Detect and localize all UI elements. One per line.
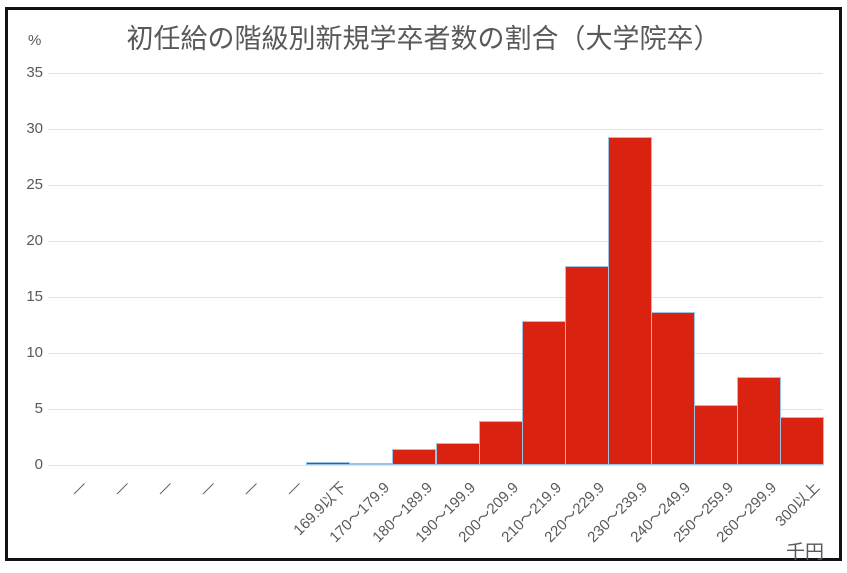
gridline-0 [48, 464, 823, 466]
chart-border-frame [5, 7, 842, 561]
y-axis-unit-label: % [28, 32, 42, 49]
chart-title: 初任給の階級別新規学卒者数の割合（大学院卒） [126, 24, 721, 54]
y-tick-label-30: 30 [26, 120, 43, 137]
x-axis-unit-label: 千円 [786, 542, 825, 563]
y-tick-label-15: 15 [26, 288, 43, 305]
bar-250～259.9 [693, 404, 738, 465]
bar-240～249.9 [650, 311, 695, 465]
y-tick-label-20: 20 [26, 232, 43, 249]
bar-200～209.9 [478, 421, 523, 465]
y-tick-label-5: 5 [34, 400, 43, 417]
gridline-15 [48, 296, 823, 298]
bar-220～229.9 [564, 265, 609, 465]
gridline-30 [48, 128, 823, 130]
bar-190～199.9 [435, 442, 480, 465]
y-tick-label-0: 0 [34, 456, 43, 473]
y-tick-label-10: 10 [26, 344, 43, 361]
gridline-10 [48, 352, 823, 354]
plot-area [48, 72, 824, 466]
bar-180～189.9 [392, 449, 437, 465]
y-tick-label-35: 35 [26, 64, 43, 81]
gridline-25 [48, 184, 823, 186]
bar-169.9以下 [306, 461, 351, 465]
gridline-5 [48, 408, 823, 410]
bar-170～179.9 [349, 463, 394, 465]
gridline-35 [48, 72, 823, 74]
bar-300以上 [779, 416, 824, 465]
gridline-20 [48, 240, 823, 242]
y-tick-label-25: 25 [26, 176, 43, 193]
bar-230～239.9 [607, 136, 652, 465]
bar-260～299.9 [736, 376, 781, 465]
bar-210～219.9 [521, 320, 566, 465]
